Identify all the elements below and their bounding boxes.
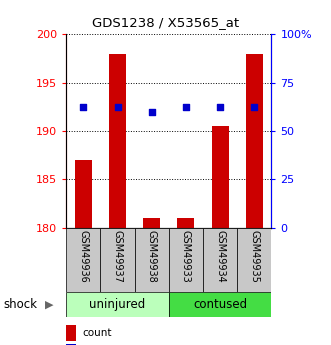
Bar bbox=[246, 54, 263, 228]
Point bbox=[149, 109, 154, 115]
Bar bbox=[66, 325, 76, 341]
Text: contused: contused bbox=[193, 298, 247, 311]
Bar bbox=[75, 160, 92, 228]
Text: shock: shock bbox=[3, 298, 37, 311]
Text: uninjured: uninjured bbox=[89, 298, 146, 311]
Text: GDS1238 / X53565_at: GDS1238 / X53565_at bbox=[92, 16, 239, 29]
Bar bbox=[135, 228, 169, 292]
Text: GSM49936: GSM49936 bbox=[78, 230, 88, 283]
Text: ▶: ▶ bbox=[45, 299, 53, 309]
Bar bbox=[109, 54, 126, 228]
Text: GSM49935: GSM49935 bbox=[249, 230, 259, 283]
Point bbox=[81, 104, 86, 110]
Bar bbox=[66, 292, 169, 317]
Bar bbox=[203, 228, 237, 292]
Bar bbox=[66, 228, 100, 292]
Point bbox=[115, 104, 120, 110]
Bar bbox=[169, 292, 271, 317]
Point bbox=[217, 104, 223, 110]
Bar bbox=[169, 228, 203, 292]
Text: GSM49934: GSM49934 bbox=[215, 230, 225, 283]
Bar bbox=[100, 228, 135, 292]
Bar bbox=[212, 126, 229, 228]
Bar bbox=[66, 344, 76, 345]
Text: GSM49937: GSM49937 bbox=[113, 230, 122, 283]
Bar bbox=[177, 218, 195, 228]
Bar bbox=[237, 228, 271, 292]
Point bbox=[183, 104, 189, 110]
Text: count: count bbox=[82, 328, 112, 338]
Text: GSM49938: GSM49938 bbox=[147, 230, 157, 283]
Point bbox=[252, 104, 257, 110]
Bar bbox=[143, 218, 160, 228]
Text: GSM49933: GSM49933 bbox=[181, 230, 191, 283]
